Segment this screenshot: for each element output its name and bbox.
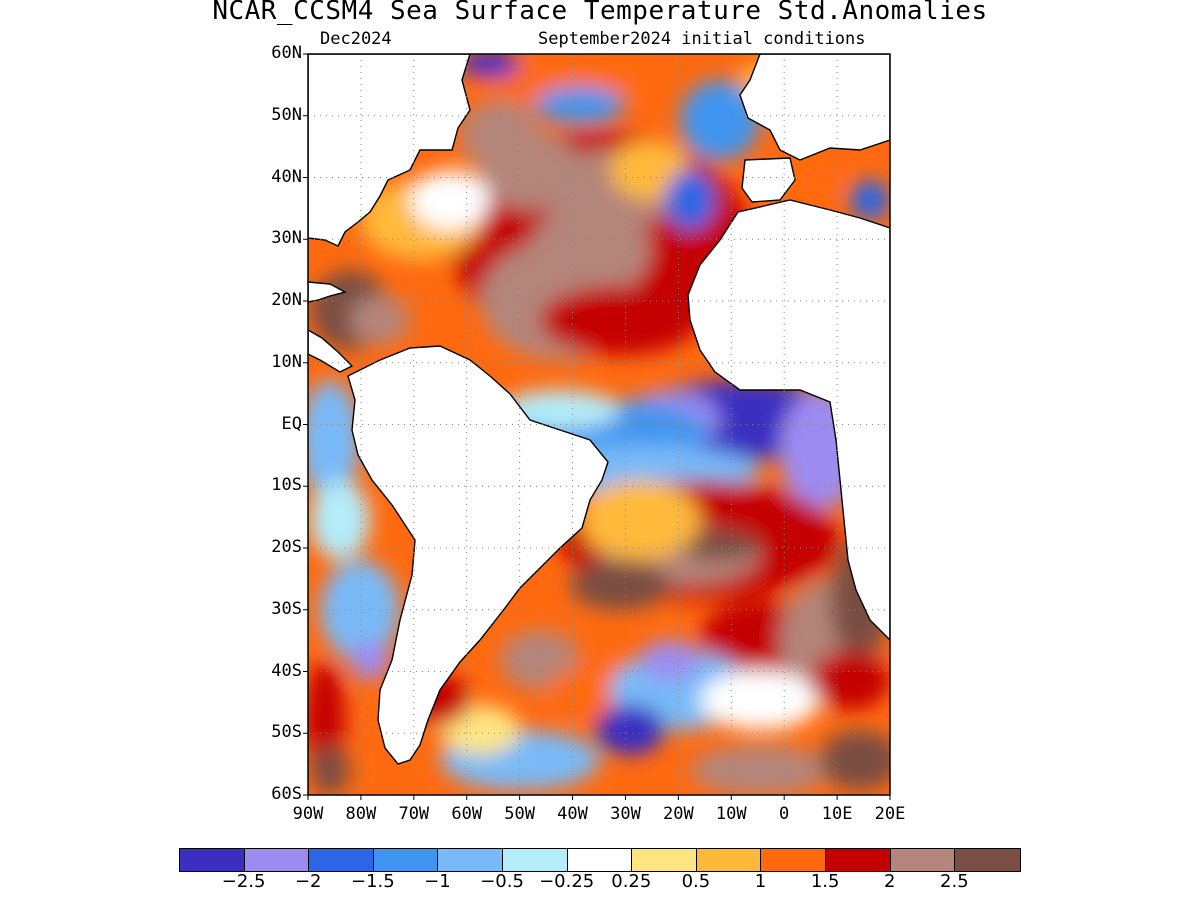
lat-label: 30S: [271, 598, 302, 619]
colorbar-label: 2.5: [940, 871, 969, 892]
colorbar-swatch: [309, 849, 374, 871]
anomaly-region-35: [640, 640, 700, 680]
colorbar-label: −2: [294, 871, 322, 892]
lat-label: 20N: [271, 290, 302, 310]
lon-label: 80W: [345, 804, 377, 824]
colorbar-swatch: [632, 849, 697, 871]
anomaly-region-14: [665, 170, 715, 230]
anomaly-region-12: [535, 87, 625, 123]
anomaly-region-8: [410, 170, 490, 230]
colorbar-swatch: [955, 849, 1020, 871]
lon-label: 30W: [610, 804, 641, 824]
land-south-america: [347, 345, 609, 765]
colorbar: [179, 848, 1021, 872]
anomaly-region-43: [320, 560, 400, 660]
anomaly-region-46: [310, 745, 350, 795]
anomaly-region-49: [810, 650, 890, 710]
lon-label: 0: [779, 804, 790, 824]
colorbar-swatch: [244, 849, 310, 871]
colorbar-swatch: [761, 849, 827, 871]
lat-label: 20S: [271, 537, 302, 557]
lat-label: EQ: [281, 413, 302, 434]
anomaly-region-28: [580, 480, 700, 560]
anomaly-region-40: [700, 670, 820, 730]
anomaly-region-5: [460, 100, 540, 170]
lon-label: 90W: [292, 804, 324, 824]
lon-label: 40W: [557, 804, 588, 824]
colorbar-label: −0.5: [480, 871, 524, 892]
valid-month: Dec2024: [320, 29, 392, 49]
lat-label: 40N: [271, 166, 302, 187]
colorbar-swatch: [696, 849, 762, 871]
lat-label: 30N: [271, 228, 302, 249]
land-north-america: [308, 54, 471, 247]
colorbar-label: 2: [884, 871, 896, 892]
colorbar-label: −2.5: [221, 871, 266, 892]
anomaly-region-41: [308, 380, 360, 500]
anomaly-region-26: [570, 560, 670, 610]
anomaly-region-48: [820, 730, 890, 790]
lat-label: 10S: [271, 475, 302, 496]
colorbar-label: 1: [754, 871, 767, 892]
anomaly-region-36: [595, 705, 665, 755]
lat-label: 10N: [271, 351, 302, 372]
anomaly-region-13: [680, 80, 760, 160]
anomaly-region-44: [350, 640, 390, 680]
colorbar-swatch: [503, 849, 568, 871]
lon-label: 20E: [874, 804, 906, 824]
land-central-america: [308, 329, 354, 373]
land-europe: [739, 54, 890, 161]
colorbar-swatch: [567, 849, 633, 871]
land-iberia: [741, 157, 796, 203]
lon-label: 10E: [821, 804, 853, 824]
colorbar-swatch: [826, 849, 891, 871]
colorbar-label: −1: [424, 871, 451, 892]
colorbar-swatch: [890, 849, 956, 871]
colorbar-swatch: [373, 849, 439, 871]
lat-label: 60S: [271, 784, 302, 804]
lon-label: 10W: [715, 804, 747, 824]
colorbar-swatch: [180, 849, 245, 871]
land-africa: [687, 199, 890, 641]
colorbar-label: 0.25: [611, 871, 652, 892]
land-mexico: [308, 281, 347, 303]
land-masks: [308, 54, 890, 765]
colorbar-label: 1.5: [810, 871, 840, 892]
lat-label: 50N: [271, 104, 302, 125]
lat-label: 40S: [271, 660, 302, 681]
colorbar-swatch: [438, 849, 504, 871]
lat-label: 50S: [271, 722, 302, 743]
anomaly-region-42: [310, 480, 370, 560]
graticule: [308, 54, 890, 795]
anomaly-region-47: [690, 745, 830, 795]
lon-label: 70W: [398, 804, 430, 824]
colorbar-label: −1.5: [350, 871, 395, 892]
colorbar-label: 0.5: [681, 871, 711, 892]
anomaly-region-50: [850, 180, 890, 220]
colorbar-label: −0.25: [539, 871, 595, 892]
anomaly-region-6: [540, 285, 700, 355]
page-title: NCAR_CCSM4 Sea Surface Temperature Std.A…: [212, 0, 988, 26]
anomaly-region-11: [460, 54, 520, 78]
lat-label: 60N: [271, 43, 302, 63]
anomaly-region-17: [350, 295, 410, 345]
axis-ticks: [303, 53, 891, 800]
anomaly-region-27: [680, 530, 760, 560]
anomaly-region-51: [800, 165, 840, 195]
init-conditions: September2024 initial conditions: [538, 29, 866, 49]
lon-label: 20W: [663, 804, 694, 824]
lon-label: 50W: [504, 804, 535, 824]
lon-label: 60W: [451, 804, 483, 824]
